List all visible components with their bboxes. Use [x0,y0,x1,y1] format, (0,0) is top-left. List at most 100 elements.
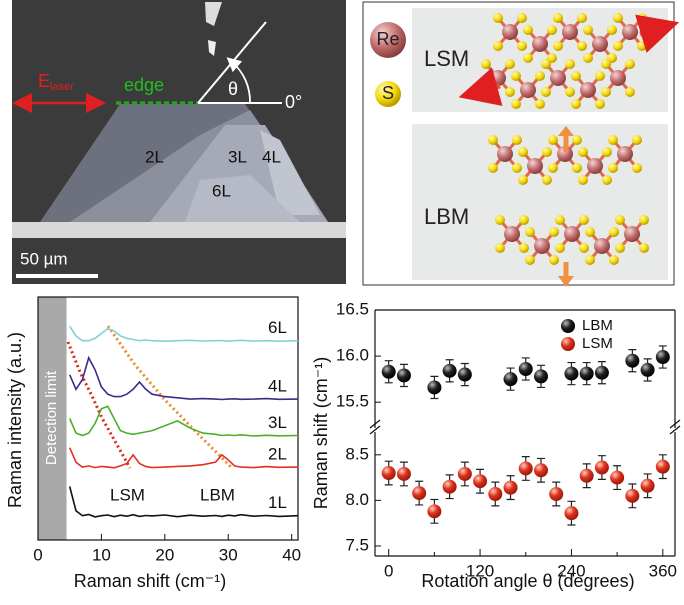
annotation: LSM [110,485,145,504]
detection-band [38,297,67,540]
s-atom [555,215,565,225]
s-atom [609,255,619,265]
s-atom [542,175,552,185]
point [442,363,457,378]
s-atom [578,147,588,157]
point [457,367,472,382]
re-atom [610,70,626,86]
lbm-arrow-head [558,276,574,287]
re-atom [504,226,520,242]
s-atom [577,41,587,51]
s-atom [595,99,605,109]
s-atom [639,215,649,225]
y-tick-label: 16.5 [336,299,369,318]
s-atom [553,13,563,23]
s-atom [602,175,612,185]
s-atom [548,135,558,145]
point [533,463,548,478]
s-atom [505,87,515,97]
point [640,362,655,377]
s-atom [585,255,595,265]
s-atom [601,59,611,69]
s-atom [517,41,527,51]
series-label: 1L [268,493,287,512]
s-atom [579,215,589,225]
s-atom [632,163,642,173]
s-atom [571,99,581,109]
re-label: Re [376,29,399,49]
re-atom [527,158,543,174]
lsm-arrow [635,14,680,53]
point [549,487,564,501]
lbm-arrow-head [558,126,574,136]
spectrum-line [68,405,299,437]
s-atom [571,71,581,81]
layer-label: 3L [228,147,247,166]
point [396,466,411,481]
speck [208,40,216,56]
series-label: 4L [268,377,287,396]
scale-label: 50 µm [20,249,68,268]
detection-label: Detection limit [43,370,60,465]
s-atom [577,13,587,23]
s-atom [625,59,635,69]
point [594,365,609,380]
laser-label: Elaser [38,71,74,93]
s-atom [541,87,551,97]
s-atom [615,215,625,225]
x-tick-label: 30 [219,545,238,564]
re-atom [534,238,550,254]
s-atom [512,163,522,173]
point [564,366,579,381]
layer-label: 6L [212,181,231,200]
y-tick-label: 7.5 [345,535,369,554]
point [533,369,548,384]
point [427,380,442,395]
re-atom [557,146,573,162]
s-atom [565,87,575,97]
re-atom [587,158,603,174]
layer-label: 4L [262,147,281,166]
re-atom [562,24,578,40]
re-atom [564,226,580,242]
s-atom [555,243,565,253]
s-atom [488,135,498,145]
s-atom [548,163,558,173]
s-atom [488,163,498,173]
flake-layer [260,130,320,215]
s-atom [481,59,491,69]
s-atom [547,25,557,35]
point [610,470,625,485]
s-atom [518,147,528,157]
angle-chart: Rotation angle θ (degrees) Raman shift (… [311,299,681,591]
s-atom [637,13,647,23]
edge-label: edge [124,75,164,95]
substrate-edge [12,222,346,238]
re-atom [370,22,406,58]
re-atom [580,82,596,98]
s-atom [549,255,559,265]
x-tick-label: 0 [33,545,42,564]
laser-main: E [38,71,50,91]
s-atom [639,243,649,253]
re-atom [592,36,608,52]
s-atom [517,13,527,23]
s-atom [601,87,611,97]
s-atom [572,135,582,145]
spectrum-line [68,355,299,401]
zero-label: 0° [285,92,302,112]
axis-break [669,419,681,429]
y-tick-label: 8.5 [345,444,369,463]
s-atom [519,215,529,225]
lbm-guide [106,325,234,470]
point [473,474,488,489]
s-atom [518,175,528,185]
flake-layer [185,175,300,222]
point [412,486,427,501]
s-atom [495,243,505,253]
point [640,478,655,493]
x-tick-label: 240 [557,561,585,580]
s-atom [583,25,593,35]
legend-marker [561,337,575,351]
